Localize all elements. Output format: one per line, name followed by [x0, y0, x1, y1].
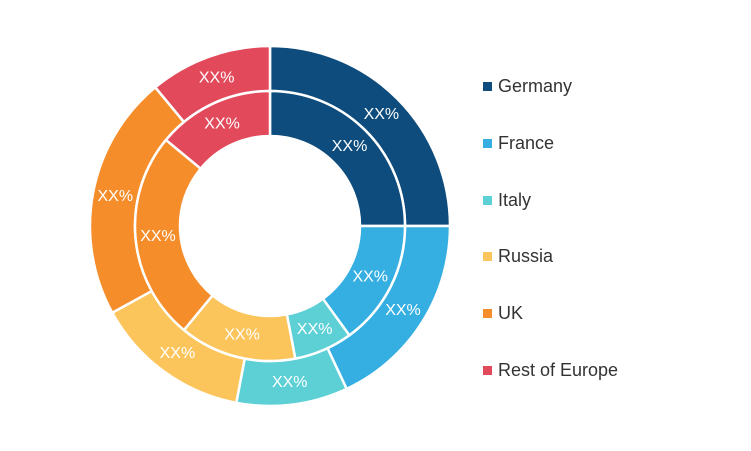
legend-label-uk: UK — [498, 302, 524, 323]
outer-label-france: XX% — [385, 302, 421, 319]
legend-item-uk: UK — [483, 301, 523, 325]
inner-label-rest-of-europe: XX% — [204, 116, 240, 133]
inner-label-uk: XX% — [140, 228, 176, 245]
legend-label-italy: Italy — [498, 189, 532, 210]
inner-label-france: XX% — [352, 269, 388, 286]
outer-label-uk: XX% — [98, 188, 134, 205]
legend-label-russia: Russia — [498, 245, 554, 266]
inner-slice-rest-of-europe — [164, 89, 272, 171]
legend-swatch-germany — [483, 81, 492, 91]
outer-label-russia: XX% — [160, 345, 196, 362]
legend-item-russia: Russia — [483, 244, 553, 268]
legend-item-rest-of-europe: Rest of Europe — [483, 358, 618, 382]
legend-swatch-italy — [483, 195, 492, 205]
outer-label-italy: XX% — [272, 374, 308, 391]
inner-label-germany: XX% — [332, 138, 368, 155]
legend-label-rest-of-europe: Rest of Europe — [498, 359, 619, 380]
inner-label-russia: XX% — [224, 326, 260, 343]
legend-swatch-uk — [483, 308, 492, 318]
legend-label-france: France — [498, 132, 555, 153]
legend-label-germany: Germany — [498, 75, 573, 96]
legend-item-france: France — [483, 131, 554, 155]
legend-swatch-rest-of-europe — [483, 365, 492, 375]
outer-label-rest-of-europe: XX% — [199, 69, 235, 86]
inner-label-italy: XX% — [297, 321, 333, 338]
legend-swatch-france — [483, 138, 492, 148]
legend-item-italy: Italy — [483, 188, 531, 212]
legend-item-germany: Germany — [483, 74, 572, 98]
legend-swatch-russia — [483, 251, 492, 261]
outer-label-germany: XX% — [364, 106, 400, 123]
